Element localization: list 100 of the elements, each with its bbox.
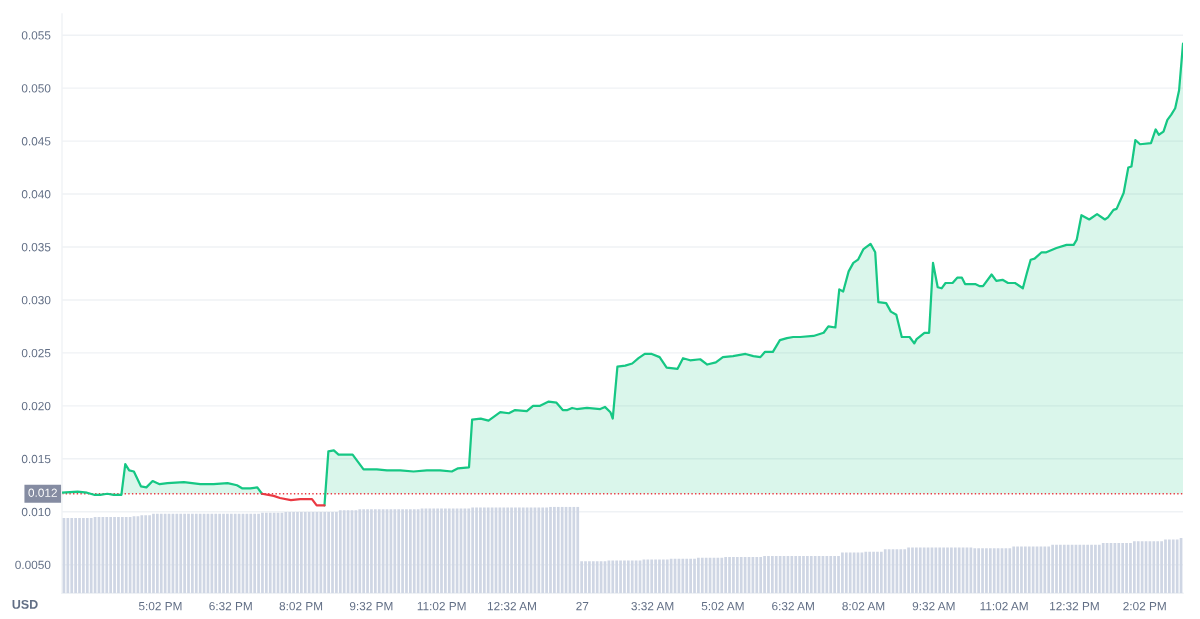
bar	[120, 517, 124, 594]
bar	[981, 548, 984, 594]
bar	[809, 556, 813, 594]
bar	[1117, 543, 1121, 594]
bar	[907, 547, 910, 594]
y-tick-label: 0.050	[21, 84, 51, 93]
bar	[521, 507, 525, 594]
bar	[611, 560, 615, 594]
bar	[728, 556, 731, 594]
bar	[1047, 546, 1051, 594]
bar	[942, 547, 945, 594]
bar	[66, 517, 70, 594]
bar	[222, 513, 225, 594]
bar	[409, 509, 412, 594]
bar	[183, 513, 186, 594]
bar	[700, 557, 704, 594]
bar	[377, 509, 381, 594]
bar	[844, 552, 848, 594]
bar	[922, 547, 926, 594]
bar	[841, 552, 844, 594]
bar	[257, 513, 260, 594]
bar	[770, 556, 774, 594]
bar	[1051, 544, 1054, 594]
bar	[288, 511, 292, 594]
bar	[366, 509, 369, 594]
bar	[1027, 546, 1031, 594]
bar	[588, 561, 591, 594]
bar	[938, 547, 942, 594]
y-axis-title: USD	[12, 599, 38, 609]
bar	[918, 547, 922, 594]
bar	[697, 557, 700, 594]
bar	[630, 560, 634, 594]
bar	[117, 517, 120, 594]
bar	[903, 549, 907, 594]
y-tick-label: 0.025	[21, 348, 51, 358]
bar	[397, 509, 401, 594]
bar	[156, 513, 159, 594]
bar	[946, 547, 949, 594]
bar	[1020, 546, 1023, 594]
bar	[556, 506, 560, 594]
bar	[327, 511, 330, 594]
bar	[872, 551, 875, 594]
bar	[806, 556, 809, 594]
x-tick-label: 5:02 PM	[138, 601, 182, 611]
bar	[1059, 544, 1062, 594]
bar	[428, 508, 432, 594]
bar	[950, 547, 953, 594]
bar	[693, 558, 696, 594]
bar	[479, 507, 482, 594]
x-tick-label: 6:32 PM	[209, 601, 252, 611]
x-tick-label: 9:32 AM	[912, 601, 955, 611]
bar	[899, 549, 903, 594]
bar	[447, 508, 451, 594]
bar	[331, 511, 334, 594]
bar	[1168, 539, 1171, 594]
x-tick-label: 5:02 AM	[701, 601, 744, 611]
bar	[813, 556, 817, 594]
bar	[471, 507, 475, 594]
bar	[650, 559, 654, 594]
bar	[510, 507, 513, 594]
bar	[833, 556, 836, 594]
bar	[837, 556, 840, 594]
bar	[977, 548, 981, 594]
bar	[405, 509, 408, 594]
bar	[829, 556, 833, 594]
bar	[373, 509, 377, 594]
x-tick-label: 12:32 PM	[1050, 601, 1099, 611]
bar	[451, 508, 455, 594]
bar	[1090, 544, 1093, 594]
bar	[303, 511, 307, 594]
bar	[1066, 544, 1070, 594]
bar	[1031, 546, 1035, 594]
x-tick-label: 11:02 AM	[980, 601, 1028, 611]
bar	[1024, 546, 1027, 594]
bar	[152, 513, 155, 594]
bar	[1171, 539, 1175, 594]
y-tick-label: 0.055	[21, 31, 51, 40]
bar	[335, 511, 338, 594]
bar	[735, 556, 739, 594]
bar	[681, 558, 685, 594]
bar	[292, 511, 295, 594]
bar	[689, 558, 692, 594]
bar	[1152, 541, 1156, 594]
bar	[545, 507, 548, 594]
bar	[1082, 544, 1086, 594]
bar	[985, 548, 988, 594]
bar	[253, 513, 257, 594]
x-tick-label: 2:02 PM	[1123, 601, 1166, 611]
bar	[444, 508, 447, 594]
bar	[1094, 544, 1097, 594]
bar	[1132, 541, 1136, 594]
bar	[109, 517, 113, 594]
bar	[1062, 544, 1066, 594]
bar	[268, 512, 272, 594]
bar	[159, 513, 163, 594]
bar	[794, 556, 798, 594]
bar	[988, 548, 992, 594]
x-tick-label: 6:32 AM	[772, 601, 814, 611]
y-tick-label: 0.040	[21, 190, 51, 199]
x-tick-label: 8:02 PM	[279, 601, 323, 611]
